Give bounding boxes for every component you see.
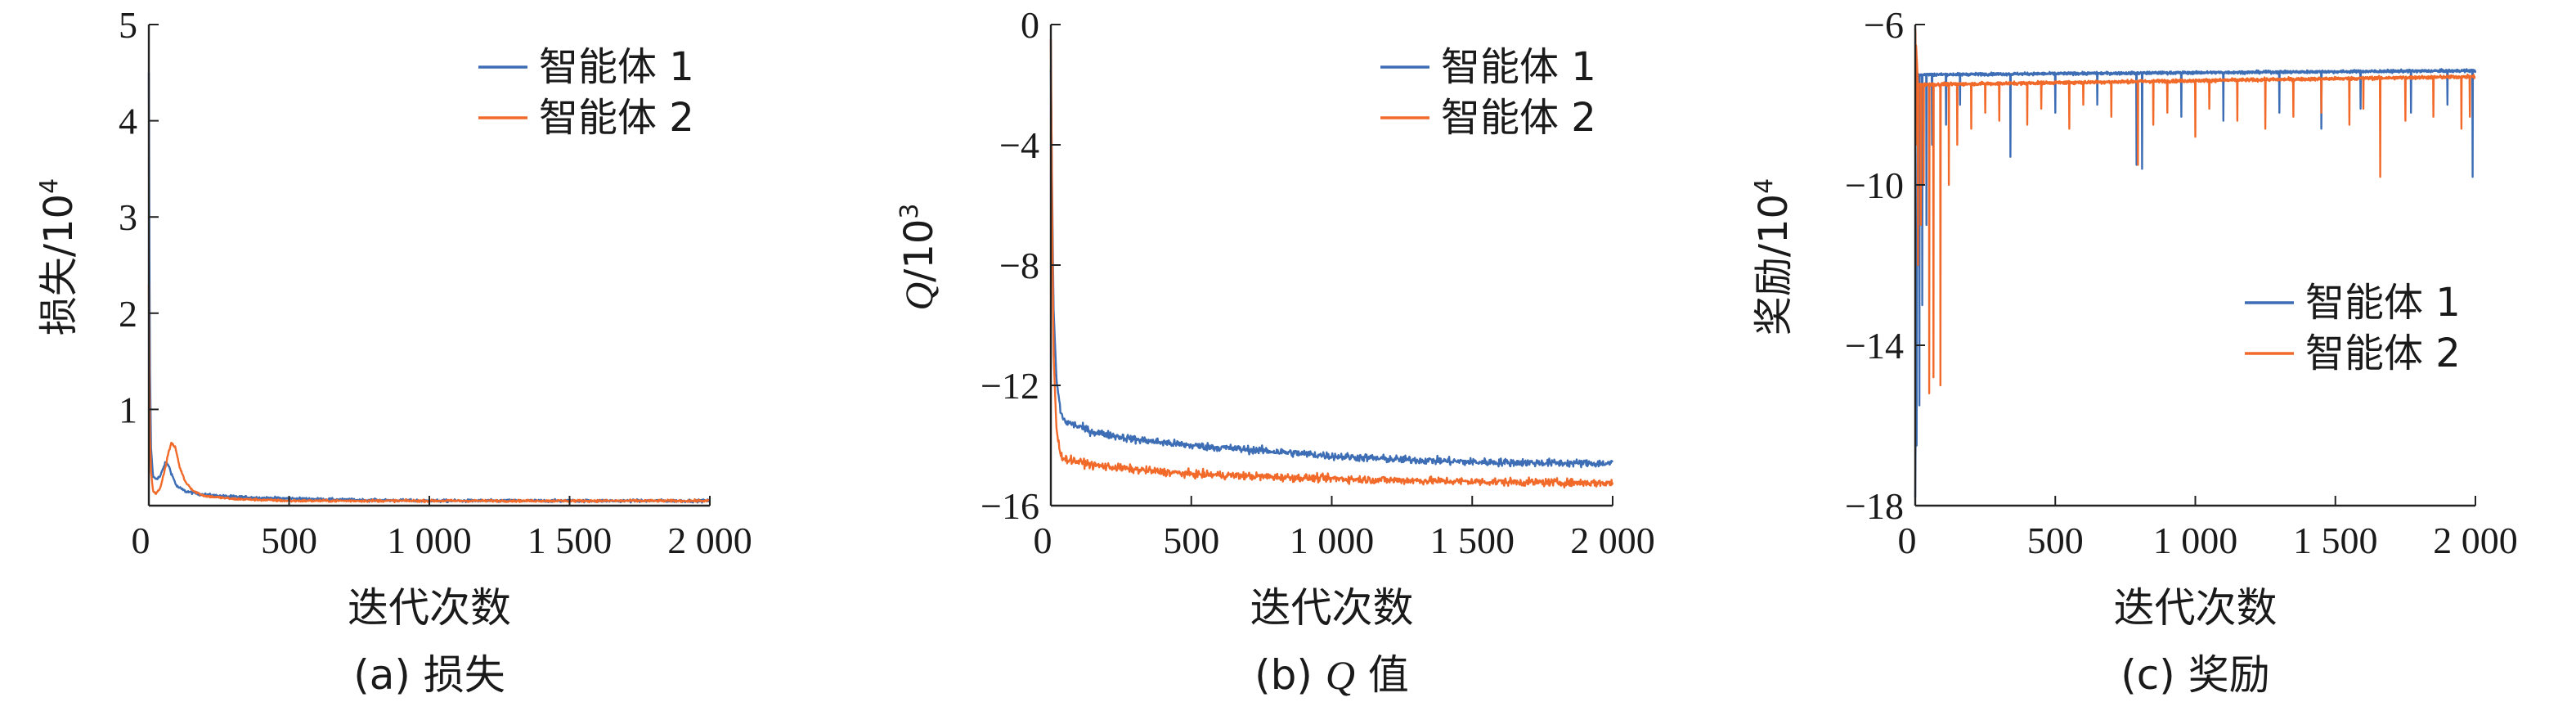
panel-caption: (c) 奖励	[2120, 651, 2269, 699]
y-tick-label: −6	[1864, 4, 1904, 46]
y-tick-label: −12	[981, 365, 1039, 407]
panel-caption: (a) 损失	[353, 651, 505, 699]
series-line-agent-2	[147, 284, 711, 504]
y-tick-label: 4	[119, 101, 137, 142]
legend-label-agent-2: 智能体 2	[1441, 95, 1596, 141]
series-line-agent-2	[1914, 28, 2476, 394]
y-axis-label: Q/103	[895, 203, 942, 310]
y-tick-label: 0	[1021, 4, 1039, 46]
legend-label-agent-1: 智能体 1	[539, 44, 694, 90]
x-tick-label: 0	[132, 520, 150, 561]
chart-panel-3: 0 500 1 000 1 500 2 000 −6 −10 −14 −18 奖励/104 迭代次数…	[1750, 4, 2518, 699]
legend-label-agent-1: 智能体 1	[2305, 280, 2461, 326]
x-tick-label: 0	[1898, 520, 1917, 561]
x-tick-label: 500	[1163, 520, 1219, 561]
legend-label-agent-1: 智能体 1	[1441, 44, 1596, 90]
y-tick-label: −4	[999, 124, 1039, 166]
y-tick-label: −10	[1845, 164, 1904, 206]
y-tick-label: −16	[981, 485, 1039, 527]
series-line-agent-1	[1914, 68, 2477, 498]
x-tick-label: 1 000	[2153, 520, 2238, 561]
x-axis-label: 迭代次数	[1250, 584, 1414, 632]
x-tick-label: 0	[1034, 520, 1052, 561]
x-tick-label: 1 000	[387, 520, 472, 561]
x-axis-label: 迭代次数	[348, 584, 511, 632]
x-tick-label: 1 000	[1290, 520, 1375, 561]
series-line-agent-2	[1049, 39, 1614, 488]
x-tick-label: 500	[261, 520, 317, 561]
x-tick-label: 2 000	[2433, 520, 2518, 561]
x-tick-label: 1 500	[2293, 520, 2378, 561]
x-tick-label: 1 500	[527, 520, 613, 561]
x-tick-label: 500	[2027, 520, 2084, 561]
y-tick-label: −14	[1845, 325, 1904, 367]
legend-label-agent-2: 智能体 2	[2305, 331, 2461, 376]
x-tick-label: 2 000	[667, 520, 752, 561]
panel-caption: (b) Q 值	[1254, 651, 1409, 699]
x-tick-label: 1 500	[1430, 520, 1515, 561]
series-line-agent-1	[1049, 70, 1614, 469]
legend-label-agent-2: 智能体 2	[539, 95, 694, 141]
x-tick-label: 2 000	[1570, 520, 1655, 561]
chart-panel-2: 0 500 1 000 1 500 2 000 0 −4 −8 −12 −16 Q/103 迭代次数 (…	[895, 4, 1655, 699]
y-tick-label: −18	[1845, 485, 1904, 527]
y-tick-label: 1	[119, 389, 137, 430]
y-tick-label: 3	[119, 196, 137, 238]
y-axis-label: 损失/104	[35, 178, 82, 335]
y-tick-label: 2	[119, 293, 137, 335]
y-axis-label: 奖励/104	[1750, 178, 1797, 335]
y-tick-label: −8	[999, 245, 1039, 286]
x-axis-label: 迭代次数	[2114, 584, 2278, 632]
chart-panel-1: 0 500 1 000 1 500 2 000 1 2 3 4 5 损失/104 迭代次数 (a) 损失…	[35, 4, 752, 699]
y-tick-label: 5	[119, 4, 137, 46]
